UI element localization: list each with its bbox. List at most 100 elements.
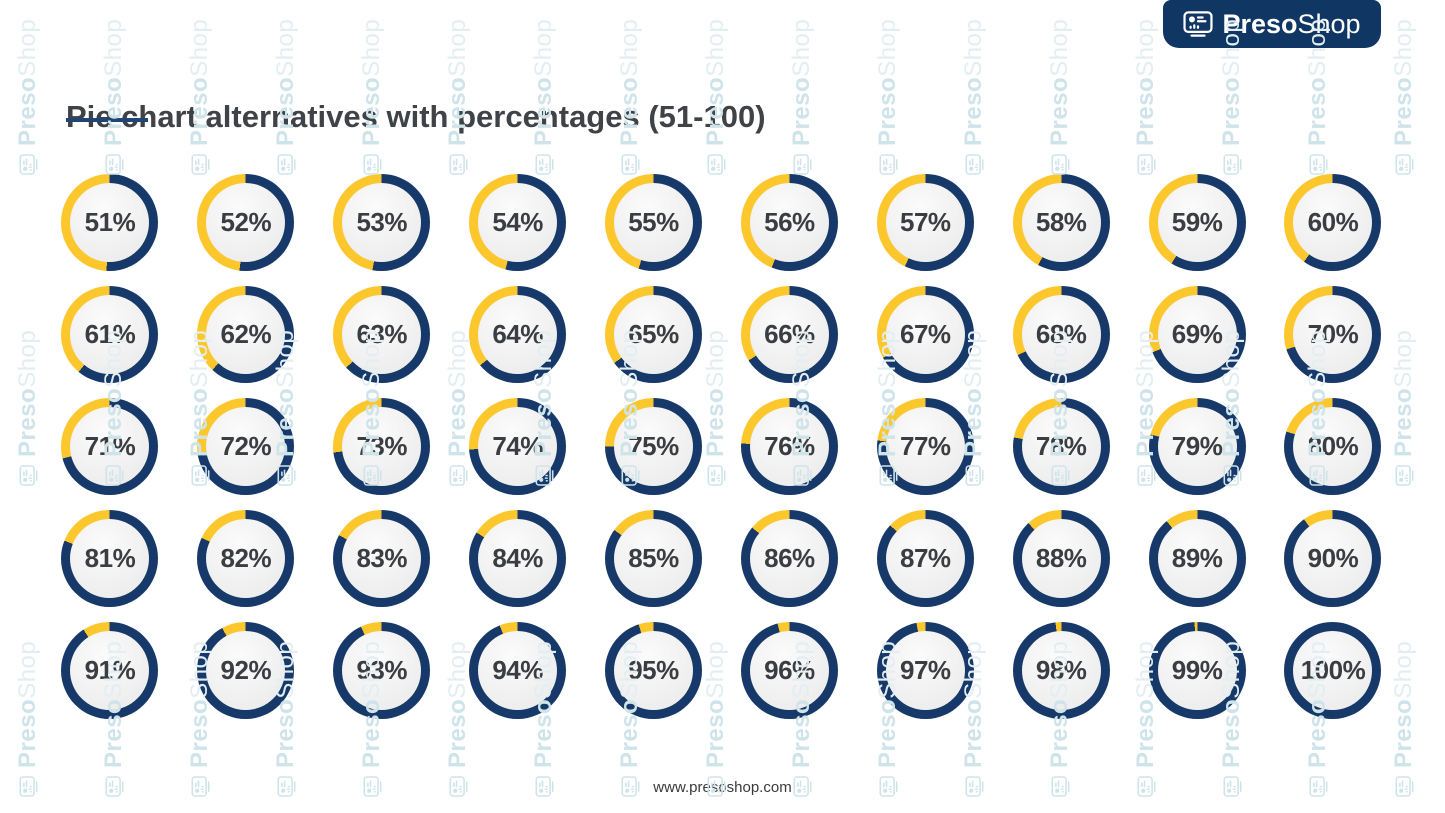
title-underline (66, 118, 148, 122)
donut-percentage-label: 67% (900, 319, 951, 350)
watermark-text-light: Shop (444, 18, 471, 77)
watermark-text: Preso Shop (444, 17, 472, 175)
donut-ring: 51% (61, 174, 159, 272)
donut-cell: 63% (314, 279, 450, 391)
donut-cell: 98% (993, 615, 1129, 727)
watermark-text: Preso Shop (358, 17, 386, 175)
watermark-unit: Preso Shop (1132, 17, 1160, 175)
donut-cell: 86% (721, 503, 857, 615)
donut-percentage-label: 94% (492, 655, 543, 685)
donut-cell: 87% (857, 503, 993, 615)
donut-hole: 89% (1157, 519, 1237, 599)
donut-hole: 60% (1293, 183, 1373, 263)
donut-ring: 87% (876, 510, 974, 608)
watermark-unit: Preso Shop (702, 17, 730, 175)
watermark-text-bold: Preso (1218, 76, 1245, 146)
donut-ring: 94% (469, 622, 567, 719)
donut-hole: 58% (1021, 183, 1101, 263)
watermark-text: Preso Shop (530, 17, 558, 175)
watermark-text-light: Shop (788, 18, 815, 77)
donut-percentage-label: 82% (220, 543, 272, 574)
watermark-text-light: Shop (14, 329, 41, 388)
donut-hole: 100% (1293, 631, 1373, 710)
donut-hole: 71% (70, 407, 150, 487)
watermark-text: Preso Shop (14, 639, 42, 797)
donut-ring: 93% (333, 622, 431, 719)
donut-percentage-label: 52% (220, 207, 272, 238)
donut-hole: 95% (614, 631, 693, 710)
donut-hole: 62% (206, 295, 286, 375)
watermark-unit: Preso Shop (1046, 17, 1074, 175)
donut-cell: 76% (721, 391, 857, 503)
donut-cell: 68% (993, 279, 1129, 391)
donut-ring: 71% (61, 398, 159, 496)
donut-ring: 82% (197, 510, 295, 608)
watermark-text-light: Shop (186, 18, 213, 77)
donut-ring: 91% (61, 622, 159, 719)
donut-percentage-label: 56% (764, 207, 815, 238)
donut-percentage-label: 88% (1035, 543, 1087, 574)
donut-hole: 80% (1293, 407, 1373, 487)
donut-cell: 64% (450, 279, 586, 391)
donut-ring: 86% (740, 510, 838, 608)
donut-hole: 75% (614, 407, 693, 487)
donut-percentage-label: 62% (220, 319, 272, 350)
watermark-text-light: Shop (874, 18, 901, 77)
watermark-unit: Preso Shop (186, 17, 214, 175)
watermark-text-bold: Preso (14, 698, 41, 768)
donut-ring: 55% (605, 174, 702, 272)
brand-logo-text-light: Shop (1297, 8, 1361, 39)
donut-percentage-label: 90% (1307, 543, 1359, 574)
donut-hole: 86% (749, 519, 829, 599)
donut-cell: 74% (450, 391, 586, 503)
donut-hole: 93% (342, 631, 422, 710)
donut-ring: 66% (740, 286, 838, 384)
donut-percentage-label: 98% (1035, 655, 1087, 685)
donut-hole: 69% (1157, 295, 1237, 375)
watermark-text: Preso Shop (874, 17, 902, 175)
donut-percentage-label: 89% (1171, 543, 1223, 574)
donut-hole: 56% (749, 183, 829, 263)
donut-cell: 95% (586, 615, 722, 727)
donut-ring: 97% (876, 622, 974, 719)
donut-ring: 99% (1148, 622, 1246, 719)
donut-ring: 76% (740, 398, 838, 496)
donut-ring: 81% (61, 510, 159, 608)
donut-percentage-label: 74% (492, 431, 543, 462)
donut-hole: 96% (749, 631, 829, 710)
donut-hole: 97% (885, 631, 965, 710)
donut-cell: 73% (314, 391, 450, 503)
donut-ring: 92% (197, 622, 295, 719)
donut-percentage-label: 77% (900, 431, 951, 462)
watermark-text: Preso Shop (100, 17, 128, 175)
donut-hole: 61% (70, 295, 150, 375)
donut-hole: 59% (1157, 183, 1237, 263)
donut-hole: 55% (614, 183, 693, 263)
donut-hole: 68% (1021, 295, 1101, 375)
watermark-unit: Preso Shop (444, 17, 472, 175)
donut-ring: 96% (740, 622, 838, 719)
watermark-unit: Preso Shop (1390, 17, 1418, 175)
donut-ring: 79% (1148, 398, 1246, 496)
donut-percentage-label: 100% (1300, 655, 1366, 685)
donut-ring: 64% (469, 286, 567, 384)
watermark-text-light: Shop (1390, 18, 1417, 77)
watermark-unit: Preso Shop (788, 17, 816, 175)
brand-logo-text-bold: Preso (1222, 8, 1298, 39)
donut-hole: 67% (885, 295, 965, 375)
donut-hole: 65% (614, 295, 693, 375)
donut-hole: 66% (749, 295, 829, 375)
donut-cell: 84% (450, 503, 586, 615)
watermark-text: Preso Shop (616, 17, 644, 175)
watermark-unit: Preso Shop (14, 328, 42, 486)
donut-percentage-label: 95% (628, 655, 679, 685)
donut-ring: 85% (605, 510, 702, 608)
donut-cell: 60% (1265, 167, 1401, 279)
donut-hole: 74% (478, 407, 558, 487)
donut-cell: 97% (857, 615, 993, 727)
donut-cell: 77% (857, 391, 993, 503)
donut-ring: 65% (605, 286, 702, 384)
donut-ring: 73% (333, 398, 431, 496)
donut-cell: 59% (1129, 167, 1265, 279)
donut-cell: 78% (993, 391, 1129, 503)
